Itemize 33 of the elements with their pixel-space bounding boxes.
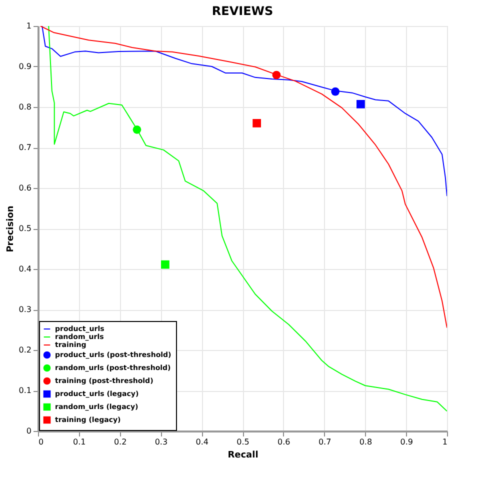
y-tick-label: 0.3 [18,305,32,314]
x-axis-title: Recall [228,450,258,460]
y-tick-label: 0.2 [18,346,32,354]
y-tick-label: 0.8 [18,102,32,112]
y-tick-label: 0.6 [18,184,32,192]
point [132,126,142,134]
x-tick-label: 0 [38,438,44,446]
x-tick-label: 0.8 [359,438,372,446]
y-tick-label: 0.5 [18,224,32,233]
point [331,87,340,96]
x-tick-label: 0.6 [278,438,290,446]
x-tick-label: 0.9 [400,438,413,446]
point [161,260,170,269]
chart-title: REVIEWS [212,4,274,18]
x-tick-label: 0.5 [236,438,250,446]
x-tick-label: 0.3 [154,438,168,446]
y-tick-label: 0.1 [18,386,32,395]
line-series [42,26,447,197]
x-tick-label: 0.7 [318,438,332,446]
y-tick-label: 0.9 [18,62,32,71]
y-tick-label: 0 [26,426,32,436]
x-tick-label: 0.1 [73,438,86,446]
point [252,119,261,128]
point [272,70,281,80]
x-tick-label: 0.2 [114,438,127,446]
y-tick-label: 0.4 [18,264,32,274]
y-axis-title: Precision [6,206,16,252]
y-tick-label: 0.7 [18,143,32,152]
point [356,100,365,108]
line-series [48,26,447,412]
x-tick-label: 0.4 [196,438,208,446]
y-tick-label: 1 [26,22,32,30]
x-tick-label: 1 [442,438,448,446]
